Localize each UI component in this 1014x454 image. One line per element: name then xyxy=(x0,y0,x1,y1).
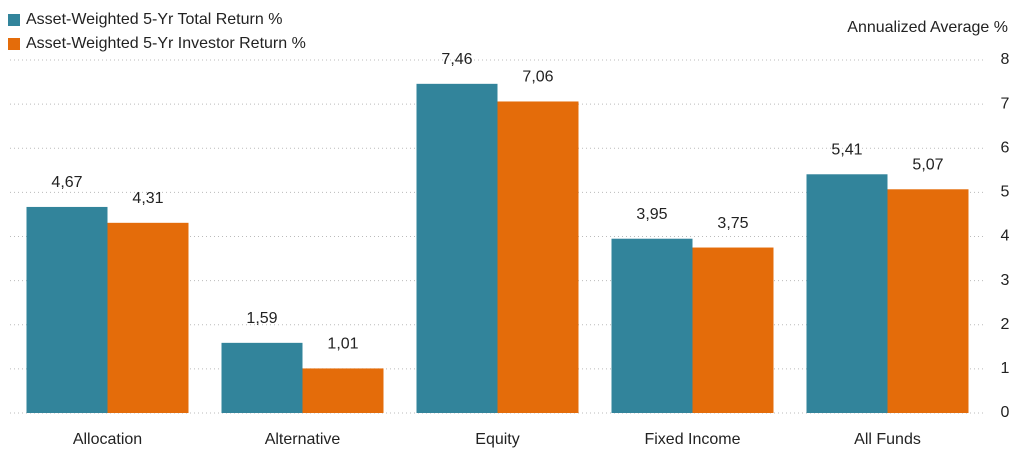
bar xyxy=(302,368,384,413)
y-tick-label: 0 xyxy=(1001,404,1010,421)
bar xyxy=(107,222,189,413)
x-tick-label: Allocation xyxy=(73,431,142,448)
y-tick-label: 6 xyxy=(1001,139,1010,156)
y-tick-label: 7 xyxy=(1001,95,1010,112)
y-axis-label: Annualized Average % xyxy=(847,19,1008,36)
x-tick-label: Equity xyxy=(475,431,519,448)
value-label: 5,41 xyxy=(831,142,862,159)
bar xyxy=(611,238,693,413)
legend-label: Asset-Weighted 5-Yr Total Return % xyxy=(26,11,282,28)
value-label: 5,07 xyxy=(912,157,943,174)
bar xyxy=(497,101,579,413)
value-label: 3,95 xyxy=(636,206,667,223)
x-tick-label: Alternative xyxy=(265,431,341,448)
bar xyxy=(887,189,969,413)
y-tick-label: 8 xyxy=(1001,51,1010,68)
value-label: 4,67 xyxy=(51,174,82,191)
bar xyxy=(806,174,888,413)
y-tick-label: 1 xyxy=(1001,360,1010,377)
bar xyxy=(221,342,303,413)
value-label: 7,46 xyxy=(441,51,472,68)
bar xyxy=(692,247,774,413)
value-label: 3,75 xyxy=(717,215,748,232)
value-label: 1,59 xyxy=(246,310,277,327)
value-label: 4,31 xyxy=(132,190,163,207)
x-tick-label: Fixed Income xyxy=(644,431,740,448)
bar xyxy=(26,206,108,413)
value-label: 7,06 xyxy=(522,69,553,86)
legend-swatch xyxy=(8,14,20,26)
y-tick-label: 4 xyxy=(1001,228,1010,245)
legend-label: Asset-Weighted 5-Yr Investor Return % xyxy=(26,35,306,52)
bar xyxy=(416,83,498,413)
y-tick-label: 5 xyxy=(1001,184,1010,201)
value-label: 1,01 xyxy=(327,336,358,353)
y-tick-label: 3 xyxy=(1001,272,1010,289)
legend-swatch xyxy=(8,38,20,50)
x-tick-label: All Funds xyxy=(854,431,921,448)
y-tick-label: 2 xyxy=(1001,316,1010,333)
